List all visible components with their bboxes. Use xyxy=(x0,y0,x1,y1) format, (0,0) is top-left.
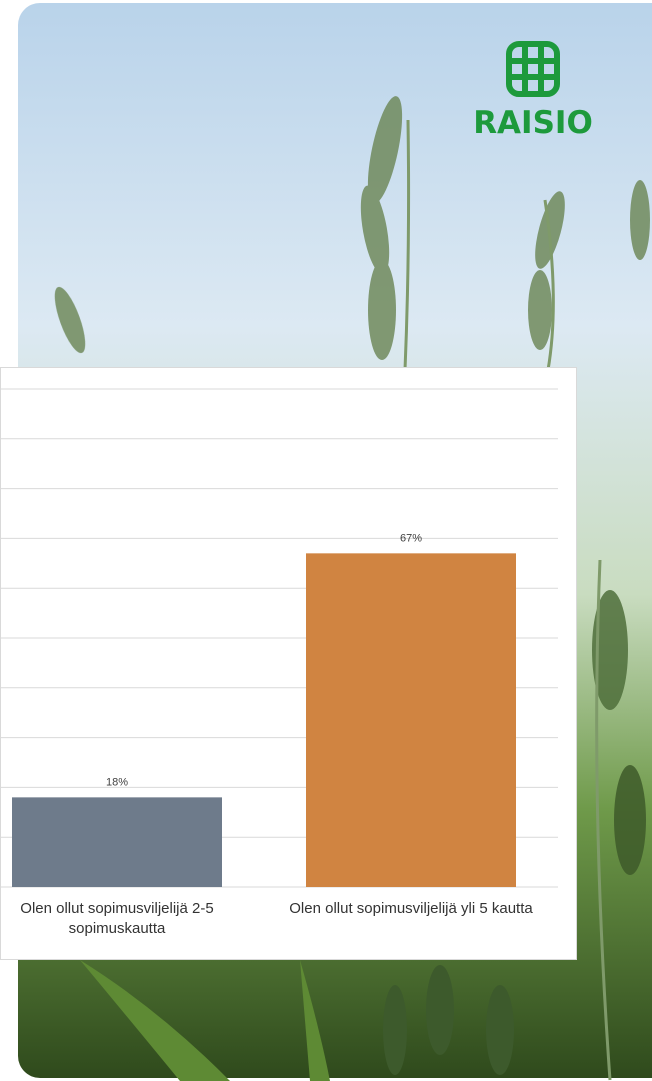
data-label: 67% xyxy=(400,532,422,544)
logo: RAISIO xyxy=(468,40,598,141)
x-tick-label: Olen ollut sopimusviljelijä 2-5 sopimusk… xyxy=(20,900,214,937)
x-tick-label: Olen ollut sopimusviljelijä yli 5 kautta xyxy=(289,900,533,917)
logo-text: RAISIO xyxy=(473,105,593,141)
bar xyxy=(12,797,222,887)
chart: 18% 67% xyxy=(1,388,558,888)
chart-panel: 18% 67% Olen ollut sopimusviljelijä 2-5 s… xyxy=(0,367,577,960)
logo-icon xyxy=(506,41,560,97)
data-label: 18% xyxy=(106,776,128,788)
bar xyxy=(306,553,516,887)
